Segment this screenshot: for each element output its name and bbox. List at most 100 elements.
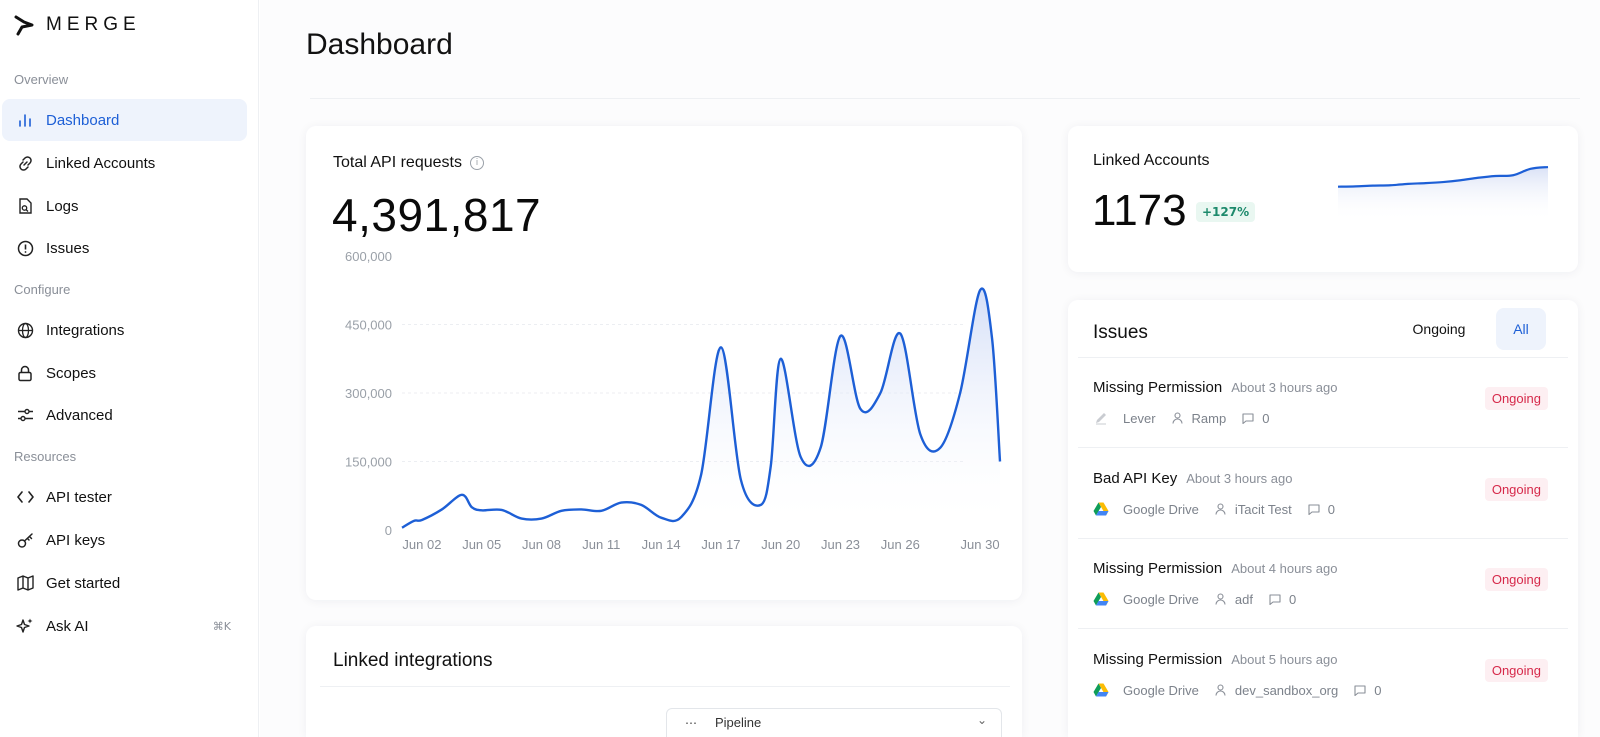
y-tick-label: 150,000	[345, 455, 392, 470]
merge-logo-icon	[14, 15, 34, 36]
code-icon	[16, 488, 34, 506]
issue-integration: Google Drive	[1123, 501, 1199, 517]
x-tick-label: Jun 26	[881, 537, 920, 552]
tab-all[interactable]: All	[1496, 308, 1546, 350]
google-drive-icon	[1093, 591, 1109, 607]
ask-ai-shortcut: ⌘K	[212, 619, 231, 633]
sidebar-item-integrations[interactable]: Integrations	[2, 309, 247, 351]
user-icon	[1215, 682, 1227, 698]
y-tick-label: 0	[385, 523, 392, 538]
sidebar-item-api-tester[interactable]: API tester	[2, 476, 247, 518]
merge-logo[interactable]: MERGE	[14, 14, 141, 36]
tab-ongoing[interactable]: Ongoing	[1412, 321, 1466, 337]
sidebar-item-label: Logs	[46, 197, 79, 215]
issue-head: Missing Permission About 3 hours ago	[1093, 379, 1337, 396]
pen-icon	[1093, 410, 1109, 426]
issue-meta: Google Drive dev_sandbox_org 0	[1093, 682, 1381, 698]
file-search-icon	[16, 197, 34, 215]
header-divider	[310, 98, 1580, 99]
category-select[interactable]: ⋯ Pipeline ⌄	[666, 708, 1002, 737]
issues-divider	[1078, 357, 1568, 358]
sidebar-item-label: Dashboard	[46, 111, 120, 129]
x-tick-label: Jun 23	[821, 537, 860, 552]
issue-row[interactable]: Bad API Key About 3 hours ago Google Dri…	[1068, 448, 1578, 538]
bar-chart-icon	[16, 111, 34, 129]
brand-name: MERGE	[46, 14, 141, 35]
issue-comments: 0	[1374, 682, 1382, 698]
linked-accounts-change-badge: +127%	[1196, 202, 1256, 222]
api-requests-title: Total API requests i	[333, 154, 484, 172]
status-badge: Ongoing	[1484, 478, 1548, 501]
sparkline-line	[1337, 165, 1549, 188]
lock-icon	[16, 364, 34, 382]
filter-icon: ⋯	[685, 716, 697, 730]
issue-row[interactable]: Missing Permission About 4 hours ago Goo…	[1068, 538, 1578, 628]
sidebar-item-label: Get started	[46, 574, 121, 592]
category-select-value: Pipeline	[715, 715, 762, 730]
issue-row[interactable]: Missing Permission About 5 hours ago Goo…	[1068, 629, 1578, 719]
api-requests-chart[interactable]: 0 150,000 300,000 450,000 600,000 Jun 02 Jun 0…	[306, 126, 1022, 600]
x-tick-label: Jun 08	[522, 537, 561, 552]
sidebar-item-linked-accounts[interactable]: Linked Accounts	[2, 142, 247, 184]
issue-comments: 0	[1288, 591, 1297, 607]
issues-title: Issues	[1093, 322, 1148, 343]
comment-icon	[1242, 410, 1254, 426]
linked-integrations-divider	[320, 686, 1010, 687]
sidebar-item-advanced[interactable]: Advanced	[2, 394, 247, 436]
sidebar-item-label: Issues	[46, 239, 90, 257]
user-icon	[1215, 591, 1227, 607]
issue-meta: Google Drive iTacit Test 0	[1093, 501, 1335, 517]
issues-divider	[1078, 628, 1568, 629]
sidebar-item-get-started[interactable]: Get started	[2, 562, 247, 604]
issue-name: Bad API Key	[1093, 470, 1178, 487]
issue-head: Missing Permission About 5 hours ago	[1093, 651, 1337, 668]
alert-circle-icon	[16, 239, 34, 257]
google-drive-icon	[1093, 682, 1109, 698]
issue-name: Missing Permission	[1093, 379, 1223, 396]
sidebar-item-label: Advanced	[46, 406, 113, 424]
x-tick-label: Jun 17	[701, 537, 740, 552]
info-icon[interactable]: i	[469, 156, 484, 170]
linked-integrations-title: Linked integrations	[333, 650, 493, 671]
x-tick-label: Jun 30	[961, 537, 1000, 552]
issue-user: iTacit Test	[1234, 501, 1292, 517]
section-configure: Configure	[14, 282, 71, 297]
sidebar-item-ask-ai[interactable]: Ask AI ⌘K	[2, 605, 247, 647]
issues-divider	[1078, 538, 1568, 539]
user-icon	[1215, 501, 1227, 517]
linked-accounts-title: Linked Accounts	[1093, 152, 1210, 169]
y-tick-label: 600,000	[345, 249, 392, 264]
issue-comments: 0	[1327, 501, 1335, 517]
linked-accounts-card[interactable]: Linked Accounts 1173 +127%	[1068, 126, 1578, 272]
x-tick-label: Jun 20	[761, 537, 800, 552]
chart-series-line	[401, 287, 1002, 529]
sidebar-item-issues[interactable]: Issues	[2, 227, 247, 269]
main-content: Dashboard Total API requests i 4,391,817…	[260, 0, 1600, 737]
x-tick-label: Jun 02	[402, 537, 441, 552]
sidebar-item-dashboard[interactable]: Dashboard	[2, 99, 247, 141]
issue-meta: Google Drive adf 0	[1093, 591, 1296, 607]
comment-icon	[1269, 591, 1281, 607]
issue-head: Missing Permission About 4 hours ago	[1093, 560, 1337, 577]
issue-time: About 3 hours ago	[1186, 471, 1293, 486]
issue-time: About 3 hours ago	[1231, 380, 1338, 395]
comment-icon	[1354, 682, 1366, 698]
sidebar-item-api-keys[interactable]: API keys	[2, 519, 247, 561]
section-resources: Resources	[14, 449, 77, 464]
globe-icon	[16, 321, 34, 339]
sidebar-item-logs[interactable]: Logs	[2, 185, 247, 227]
status-badge: Ongoing	[1484, 387, 1548, 410]
x-tick-label: Jun 14	[642, 537, 681, 552]
sidebar-item-scopes[interactable]: Scopes	[2, 352, 247, 394]
chart-area-fill	[402, 288, 1000, 530]
sidebar-item-label: API tester	[46, 488, 112, 506]
sidebar-item-label: Ask AI	[46, 617, 89, 635]
issue-head: Bad API Key About 3 hours ago	[1093, 470, 1292, 487]
status-badge: Ongoing	[1484, 659, 1548, 682]
issue-user: dev_sandbox_org	[1234, 682, 1339, 698]
issue-row[interactable]: Missing Permission About 3 hours ago Lev…	[1068, 357, 1578, 447]
issues-card: Issues Ongoing All Missing Permission Ab…	[1068, 300, 1578, 737]
sparkline-fill	[1338, 167, 1548, 221]
sidebar-item-label: Scopes	[46, 364, 97, 382]
issue-integration: Lever	[1123, 410, 1156, 426]
